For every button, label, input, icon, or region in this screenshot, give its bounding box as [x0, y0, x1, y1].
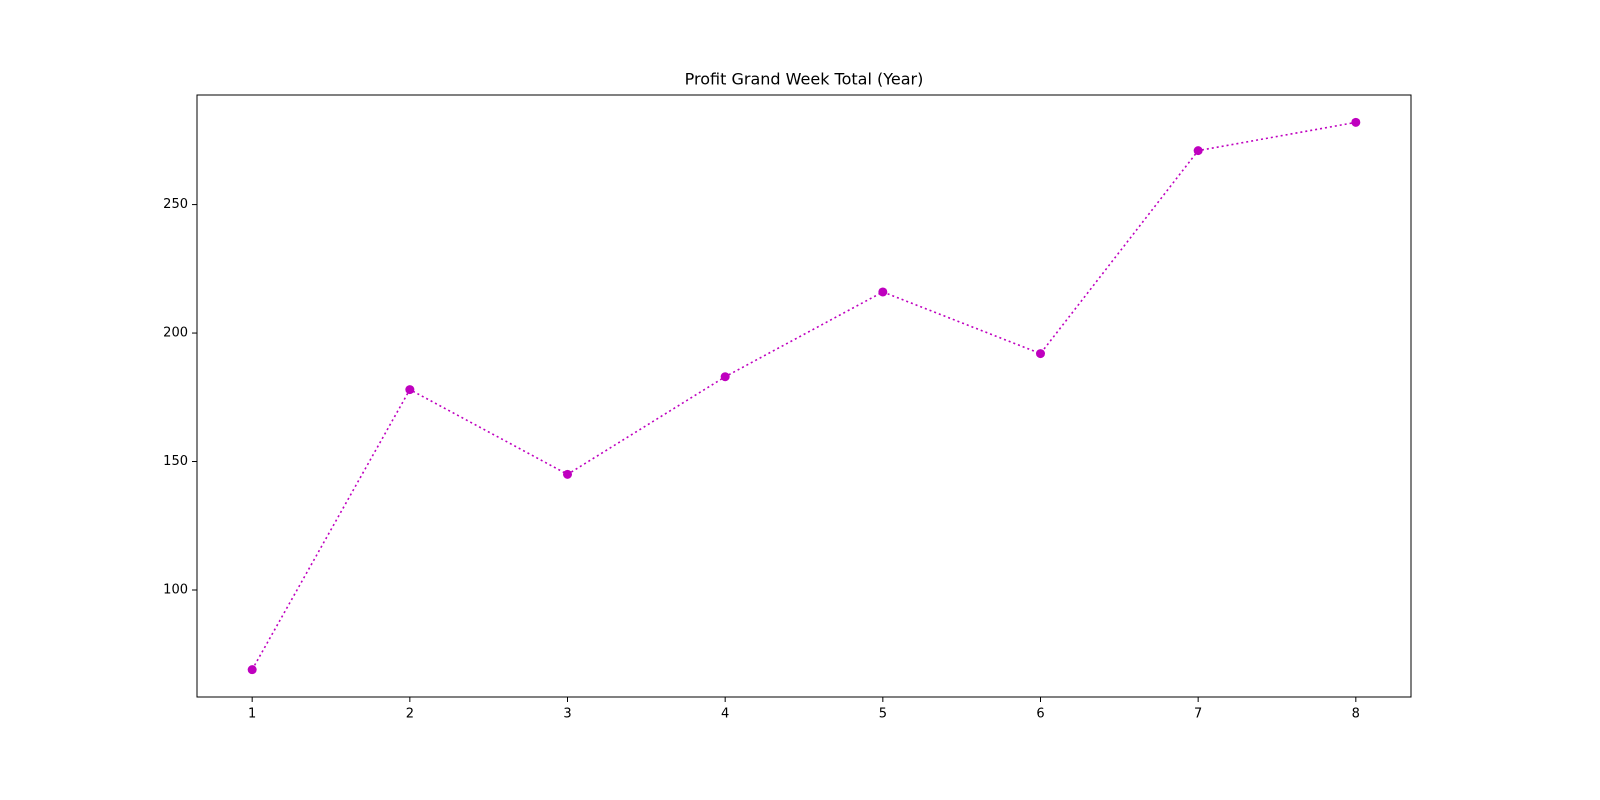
point	[405, 385, 415, 395]
y-tick-label: 150	[163, 454, 188, 469]
x-tick-label: 1	[248, 707, 256, 722]
line	[251, 121, 1356, 671]
point	[720, 372, 730, 382]
point	[563, 469, 573, 479]
point	[247, 665, 257, 675]
x-tick-label: 6	[1036, 707, 1044, 722]
y-tick-label: 250	[163, 197, 188, 212]
x-tick-label: 2	[406, 707, 414, 722]
y-tick-label: 100	[163, 582, 188, 597]
chart-title: Profit Grand Week Total (Year)	[685, 70, 924, 89]
point	[1351, 117, 1361, 127]
point	[1193, 146, 1203, 156]
point	[1035, 349, 1045, 359]
x-tick-label: 3	[563, 707, 571, 722]
x-tick-label: 5	[879, 707, 887, 722]
x-tick-label: 7	[1194, 707, 1202, 722]
plot-frame	[196, 94, 1412, 698]
x-tick-label: 4	[721, 707, 729, 722]
point	[878, 287, 888, 297]
y-tick-label: 200	[163, 326, 188, 341]
x-tick-label: 8	[1352, 707, 1360, 722]
